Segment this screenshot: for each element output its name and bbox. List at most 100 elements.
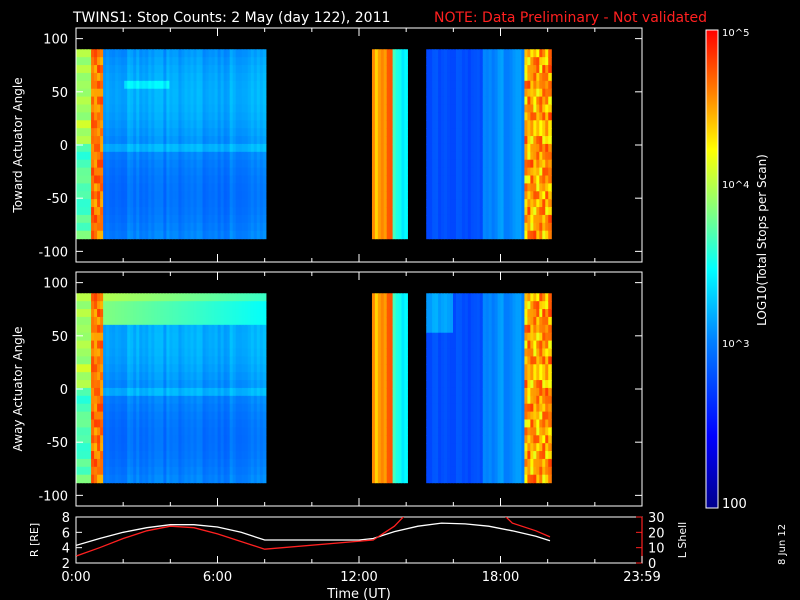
heat-cell: [163, 443, 167, 452]
heat-cell: [244, 380, 249, 389]
heat-cell: [133, 340, 137, 350]
heat-cell: [106, 474, 110, 484]
heat-cell: [429, 151, 433, 161]
heat-cell: [536, 104, 540, 113]
heat-cell: [545, 104, 549, 113]
heat-cell: [220, 348, 225, 357]
heat-cell: [476, 65, 481, 74]
heat-cell: [94, 301, 98, 310]
heat-cell: [205, 411, 210, 421]
heat-cell: [79, 128, 83, 137]
heat-cell: [196, 387, 201, 397]
heat-cell: [432, 175, 436, 184]
heat-cell: [488, 104, 493, 113]
heat-cell: [444, 458, 448, 468]
heat-cell: [450, 332, 454, 342]
heat-cell: [482, 80, 487, 90]
heat-cell: [450, 57, 454, 66]
heat-cell: [530, 143, 534, 153]
heat-cell: [470, 207, 475, 216]
heat-cell: [151, 175, 155, 184]
heat-cell: [226, 120, 231, 129]
heat-cell: [82, 451, 86, 460]
heat-cell: [85, 309, 89, 318]
heat-cell: [181, 364, 186, 373]
heat-cell: [503, 167, 508, 177]
heat-cell: [127, 143, 131, 153]
heat-cell: [250, 112, 255, 121]
heat-cell: [175, 143, 180, 153]
heat-cell: [467, 183, 472, 192]
heat-cell: [208, 356, 213, 365]
heat-cell: [187, 340, 192, 350]
heat-cell: [444, 395, 448, 405]
heat-cell: [199, 88, 204, 98]
heat-cell: [88, 96, 92, 106]
heat-cell: [103, 230, 107, 240]
heat-cell: [196, 120, 201, 129]
heat-cell: [491, 151, 496, 161]
heat-cell: [220, 143, 225, 153]
heat-cell: [220, 474, 225, 484]
heat-cell: [530, 222, 534, 232]
heat-cell: [447, 474, 451, 484]
heat-cell: [515, 136, 520, 145]
heat-cell: [232, 49, 237, 58]
heat-cell: [109, 104, 113, 113]
heat-cell: [196, 112, 201, 121]
heat-cell: [82, 80, 86, 90]
heat-cell: [100, 372, 104, 381]
heat-cell: [241, 348, 246, 357]
heat-cell: [217, 458, 222, 468]
heat-cell: [106, 207, 110, 216]
heat-cell: [160, 340, 164, 350]
heat-cell: [392, 199, 397, 208]
heat-cell: [441, 49, 445, 58]
heat-cell: [238, 72, 243, 82]
heat-cell: [438, 474, 442, 484]
heat-cell: [435, 403, 439, 413]
heat-cell: [208, 293, 213, 302]
heat-cell: [196, 293, 201, 302]
heat-cell: [157, 80, 161, 90]
heat-cell: [112, 474, 116, 484]
heat-cell: [103, 199, 107, 208]
heat-cell: [169, 128, 174, 137]
heat-cell: [181, 443, 186, 452]
heat-cell: [91, 136, 95, 145]
heat-cell: [503, 72, 508, 82]
heat-cell: [97, 443, 101, 452]
heat-cell: [473, 143, 478, 153]
heat-cell: [226, 395, 231, 405]
heat-cell: [479, 120, 484, 129]
heat-cell: [503, 143, 508, 153]
heat-cell: [527, 151, 531, 161]
heat-cell: [533, 214, 537, 224]
heat-cell: [401, 175, 405, 184]
heat-cell: [190, 136, 195, 145]
heat-cell: [521, 128, 526, 137]
heat-cell: [160, 80, 164, 90]
heat-cell: [97, 57, 101, 66]
heat-cell: [253, 340, 258, 350]
heat-cell: [127, 403, 131, 413]
heat-cell: [398, 309, 403, 318]
heat-cell: [241, 340, 246, 350]
heat-cell: [426, 435, 430, 444]
heat-cell: [106, 316, 110, 326]
heat-cell: [392, 222, 397, 232]
heat-cell: [205, 435, 210, 444]
heat-cell: [235, 222, 240, 232]
heat-cell: [133, 143, 137, 153]
heat-cell: [455, 443, 460, 452]
heat-cell: [202, 474, 207, 484]
heat-cell: [256, 435, 261, 444]
heat-cell: [395, 199, 400, 208]
heat-cell: [118, 372, 122, 381]
heat-cell: [136, 332, 140, 342]
heat-cell: [202, 458, 207, 468]
heat-cell: [401, 403, 405, 413]
heat-cell: [404, 214, 408, 224]
heat-cell: [205, 57, 210, 66]
heat-cell: [112, 151, 116, 161]
